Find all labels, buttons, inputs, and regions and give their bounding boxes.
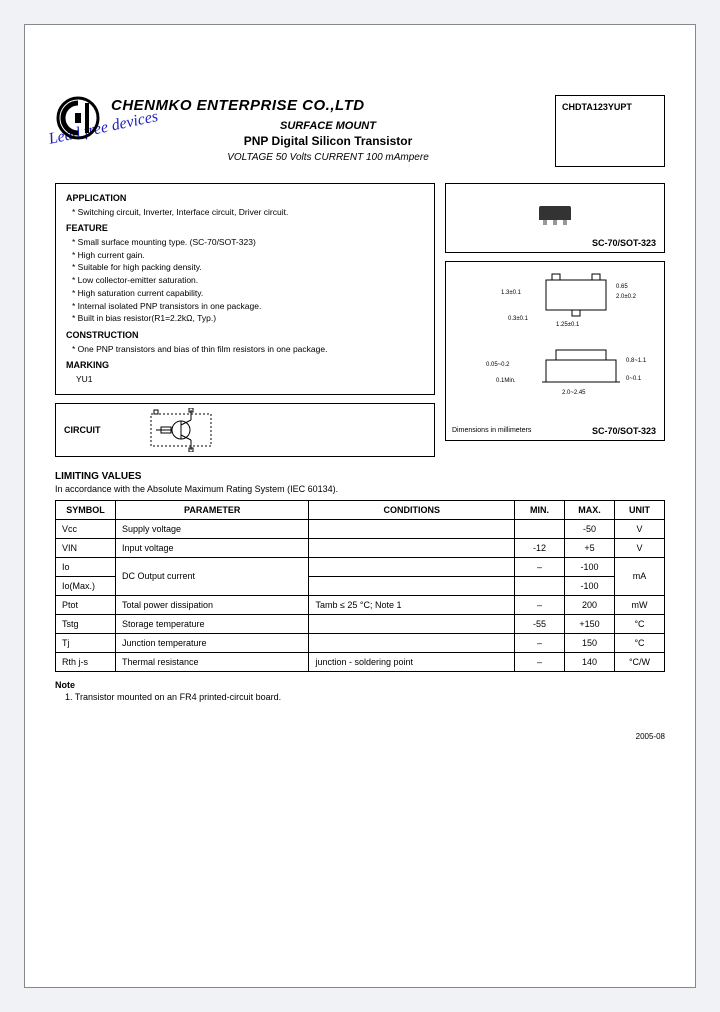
list-item: High saturation current capability. xyxy=(72,287,424,300)
svg-text:2.0~2.45: 2.0~2.45 xyxy=(562,390,586,396)
application-list: Switching circuit, Inverter, Interface c… xyxy=(66,206,424,219)
part-number: CHDTA123YUPT xyxy=(562,102,632,112)
circuit-diagram-icon xyxy=(121,408,241,452)
list-item: One PNP transistors and bias of thin fil… xyxy=(72,343,424,356)
svg-text:2.0±0.2: 2.0±0.2 xyxy=(616,294,637,300)
feature-list: Small surface mounting type. (SC-70/SOT-… xyxy=(66,236,424,325)
table-row: Rth j-s Thermal resistance junction - so… xyxy=(56,652,665,671)
package-dimensions-box: 0.65 2.0±0.2 1.3±0.1 0.3±0.1 1.25±0.1 0.… xyxy=(445,261,665,441)
th-min: MIN. xyxy=(515,500,565,519)
circuit-label: CIRCUIT xyxy=(64,425,101,435)
list-item: Low collector-emitter saturation. xyxy=(72,274,424,287)
limiting-values-heading: LIMITING VALUES xyxy=(55,471,665,482)
table-row: Tstg Storage temperature -55 +150 °C xyxy=(56,614,665,633)
company-name: CHENMKO ENTERPRISE CO.,LTD xyxy=(111,97,545,114)
limiting-values-table: SYMBOL PARAMETER CONDITIONS MIN. MAX. UN… xyxy=(55,500,665,672)
note-body: 1. Transistor mounted on an FR4 printed-… xyxy=(55,692,665,702)
limiting-values-sub: In accordance with the Absolute Maximum … xyxy=(55,484,665,494)
package-type-label: SC-70/SOT-323 xyxy=(592,235,660,251)
svg-text:0.65: 0.65 xyxy=(616,284,628,290)
product-title: PNP Digital Silicon Transistor xyxy=(111,134,545,148)
th-max: MAX. xyxy=(565,500,615,519)
marking-value: YU1 xyxy=(66,373,424,386)
table-row: VIN Input voltage -12 +5 V xyxy=(56,538,665,557)
table-row: Ptot Total power dissipation Tamb ≤ 25 °… xyxy=(56,595,665,614)
svg-text:0~0.1: 0~0.1 xyxy=(626,376,642,382)
list-item: Built in bias resistor(R1=2.2kΩ, Typ.) xyxy=(72,312,424,325)
table-row: Vcc Supply voltage -50 V xyxy=(56,519,665,538)
svg-text:1.25±0.1: 1.25±0.1 xyxy=(556,322,580,328)
th-unit: UNIT xyxy=(615,500,665,519)
ratings-line: VOLTAGE 50 Volts CURRENT 100 mAmpere xyxy=(111,152,545,163)
part-number-box: CHDTA123YUPT xyxy=(555,95,665,167)
package-type-label-2: SC-70/SOT-323 xyxy=(592,423,660,439)
svg-text:1.3±0.1: 1.3±0.1 xyxy=(501,290,522,296)
table-body: Vcc Supply voltage -50 V VIN Input volta… xyxy=(56,519,665,671)
chip-icon xyxy=(539,206,571,220)
circuit-box: CIRCUIT xyxy=(55,403,435,457)
note-heading: Note xyxy=(55,680,665,690)
surface-mount-label: SURFACE MOUNT xyxy=(111,120,545,132)
table-row: Io DC Output current – -100 mA xyxy=(56,557,665,576)
svg-text:0.1Min.: 0.1Min. xyxy=(496,378,516,384)
dimension-note: Dimensions in millimeters xyxy=(452,426,531,437)
feature-heading: FEATURE xyxy=(66,222,424,236)
list-item: Suitable for high packing density. xyxy=(72,261,424,274)
marking-heading: MARKING xyxy=(66,359,424,373)
list-item: Internal isolated PNP transistors in one… xyxy=(72,300,424,313)
list-item: Switching circuit, Inverter, Interface c… xyxy=(72,206,424,219)
th-parameter: PARAMETER xyxy=(116,500,309,519)
company-logo xyxy=(55,95,101,144)
application-heading: APPLICATION xyxy=(66,192,424,206)
package-photo-box: SC-70/SOT-323 xyxy=(445,183,665,253)
svg-text:0.05~0.2: 0.05~0.2 xyxy=(486,362,510,368)
construction-heading: CONSTRUCTION xyxy=(66,329,424,343)
th-symbol: SYMBOL xyxy=(56,500,116,519)
dimension-drawing-icon: 0.65 2.0±0.2 1.3±0.1 0.3±0.1 1.25±0.1 0.… xyxy=(456,270,656,420)
list-item: Small surface mounting type. (SC-70/SOT-… xyxy=(72,236,424,249)
table-row: Tj Junction temperature – 150 °C xyxy=(56,633,665,652)
construction-list: One PNP transistors and bias of thin fil… xyxy=(66,343,424,356)
info-box: APPLICATION Switching circuit, Inverter,… xyxy=(55,183,435,395)
svg-text:0.3±0.1: 0.3±0.1 xyxy=(508,316,529,322)
header: CHENMKO ENTERPRISE CO.,LTD SURFACE MOUNT… xyxy=(55,95,665,167)
list-item: High current gain. xyxy=(72,249,424,262)
th-conditions: CONDITIONS xyxy=(309,500,515,519)
svg-text:0.8~1.1: 0.8~1.1 xyxy=(626,358,647,364)
revision-date: 2005-08 xyxy=(55,732,665,741)
